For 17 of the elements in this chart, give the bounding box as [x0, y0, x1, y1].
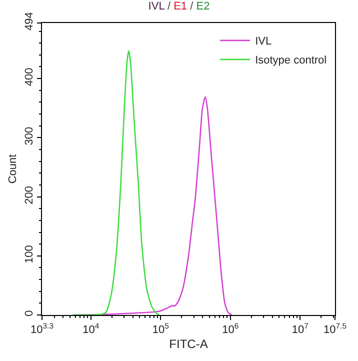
legend-label: IVL	[255, 36, 272, 48]
y-tick-label: 400	[24, 68, 36, 86]
y-tick-label: 100	[24, 245, 36, 264]
x-tick-label: 10$^{6}$	[222, 322, 239, 336]
x-tick-label: 10$^{7.5}$	[324, 322, 346, 336]
x-tick-label: 10$^{5}$	[152, 322, 169, 336]
x-tick-label: 10$^{7}$	[292, 322, 308, 336]
y-axis-title: Count	[7, 154, 20, 184]
chart-title: IVL / E1 / E2	[148, 0, 210, 13]
y-tick-label: 200	[24, 186, 36, 204]
legend-label: Isotype control	[255, 54, 327, 67]
x-tick-label: 10$^{3.3}$	[30, 322, 54, 336]
y-tick-label: 494	[24, 12, 36, 31]
y-tick-label: 300	[24, 126, 36, 146]
x-tick-label: 10$^{4}$	[82, 322, 100, 336]
x-axis-title: FITC-A	[169, 337, 208, 352]
y-tick-label: 0	[24, 310, 36, 316]
